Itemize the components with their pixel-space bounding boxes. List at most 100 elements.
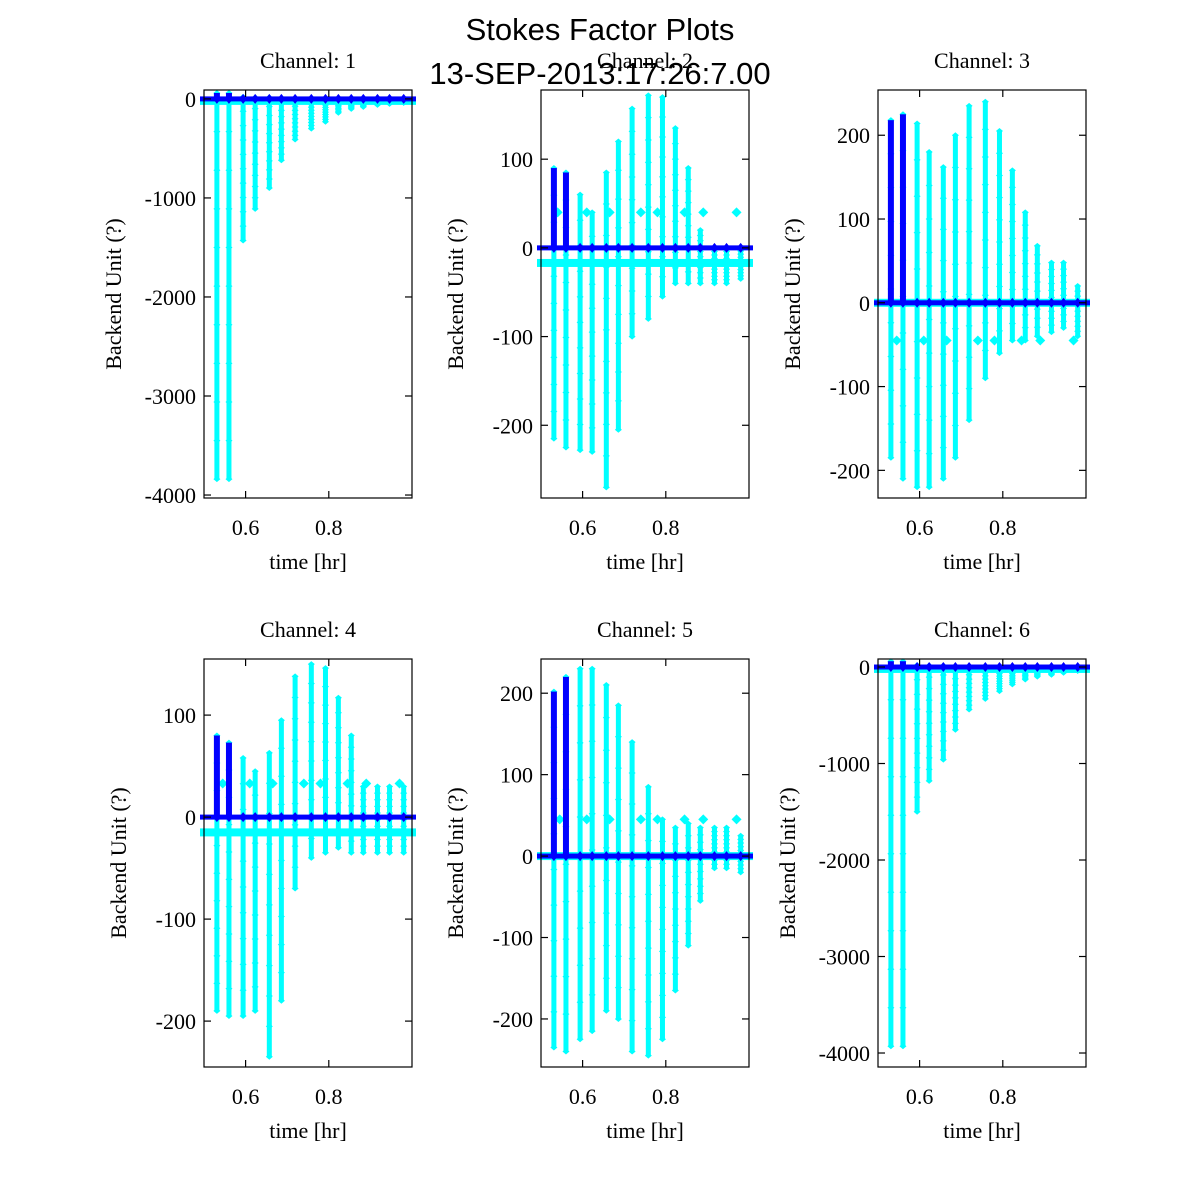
data-point: [696, 883, 704, 890]
data-point: [386, 790, 394, 797]
data-point: [723, 269, 731, 276]
plot-area: [874, 98, 1090, 491]
data-point: [658, 1036, 666, 1043]
data-point: [981, 126, 989, 133]
data-point: [602, 942, 610, 949]
data-point: [277, 885, 285, 892]
mean-spike: [887, 661, 894, 668]
data-point: [265, 871, 273, 878]
data-point: [995, 239, 1003, 246]
data-point: [684, 176, 692, 183]
mean-spike: [562, 676, 569, 857]
data-point: [321, 849, 329, 856]
data-point: [562, 389, 570, 396]
data-point: [277, 857, 285, 864]
data-point: [588, 702, 596, 709]
y-axis-label: Backend Unit (?): [101, 218, 126, 370]
y-tick-label: 100: [500, 763, 533, 788]
data-point: [277, 717, 285, 724]
data-point: [1033, 306, 1041, 313]
data-point: [614, 890, 622, 897]
data-stripe: [951, 663, 960, 733]
mean-spike: [550, 168, 557, 248]
data-point: [239, 987, 247, 994]
data-point: [965, 260, 973, 267]
data-point: [602, 232, 610, 239]
mean-point: [981, 662, 990, 673]
data-stripe: [1059, 259, 1068, 331]
data-point: [239, 858, 247, 865]
data-point: [671, 280, 679, 287]
data-point: [373, 796, 381, 803]
data-point: [684, 893, 692, 900]
data-point-outlier: [554, 814, 565, 825]
mean-point: [588, 242, 597, 253]
data-point: [913, 193, 921, 200]
y-tick-label: -4000: [145, 483, 196, 508]
data-point: [951, 720, 959, 727]
data-point-outlier: [698, 814, 709, 825]
x-tick-label: 0.8: [652, 1084, 680, 1109]
data-point: [1021, 222, 1029, 229]
mean-point: [334, 812, 343, 823]
mean-point: [722, 851, 731, 862]
data-point: [588, 233, 596, 240]
data-point: [644, 864, 652, 871]
data-point: [737, 254, 745, 261]
data-point: [925, 731, 933, 738]
panel-channel-6: 0.6 0.8 0 -1000 -2000 -3000 -4000 Channel: 6 tim…: [775, 617, 1090, 1143]
y-tick-label: -100: [830, 375, 870, 400]
mean-point: [925, 297, 934, 308]
data-point: [644, 293, 652, 300]
data-point: [359, 796, 367, 803]
data-point: [1033, 315, 1041, 322]
data-point: [550, 408, 558, 415]
data-point: [658, 114, 666, 121]
data-point: [671, 889, 679, 896]
x-axis-label: time [hr]: [606, 549, 684, 574]
data-point: [628, 128, 636, 135]
data-point: [644, 226, 652, 233]
x-tick-label: 0.8: [989, 515, 1017, 540]
data-point: [265, 130, 273, 137]
data-point: [913, 764, 921, 771]
data-point: [981, 292, 989, 299]
data-point: [899, 696, 907, 703]
data-point: [614, 921, 622, 928]
mean-point: [385, 812, 394, 823]
data-point: [213, 1007, 221, 1014]
data-point: [307, 107, 315, 114]
data-point: [1060, 292, 1068, 299]
mean-point: [684, 242, 693, 253]
data-point: [951, 164, 959, 171]
data-point: [951, 688, 959, 695]
y-tick-label: 200: [500, 681, 533, 706]
data-point: [588, 400, 596, 407]
mean-point: [736, 851, 745, 862]
data-point: [321, 683, 329, 690]
data-point-outlier: [267, 778, 278, 789]
data-point: [239, 806, 247, 813]
data-point: [887, 454, 895, 461]
data-point: [576, 776, 584, 783]
data-point: [588, 1028, 596, 1035]
data-point: [251, 983, 259, 990]
y-tick-label: -1000: [145, 186, 196, 211]
data-point: [951, 422, 959, 429]
data-point: [671, 922, 679, 929]
x-tick-label: 0.8: [315, 1084, 343, 1109]
data-point: [887, 1004, 895, 1011]
data-point: [981, 676, 989, 683]
data-point: [588, 329, 596, 336]
data-stripe: [898, 658, 907, 1050]
data-point: [658, 926, 666, 933]
mean-point: [696, 242, 705, 253]
data-point: [347, 849, 355, 856]
data-point: [239, 909, 247, 916]
mean-point: [1021, 297, 1030, 308]
data-point-outlier: [652, 814, 663, 825]
data-point: [277, 801, 285, 808]
y-axis-label: Backend Unit (?): [443, 218, 468, 370]
data-point: [1033, 260, 1041, 267]
data-point: [1060, 318, 1068, 325]
